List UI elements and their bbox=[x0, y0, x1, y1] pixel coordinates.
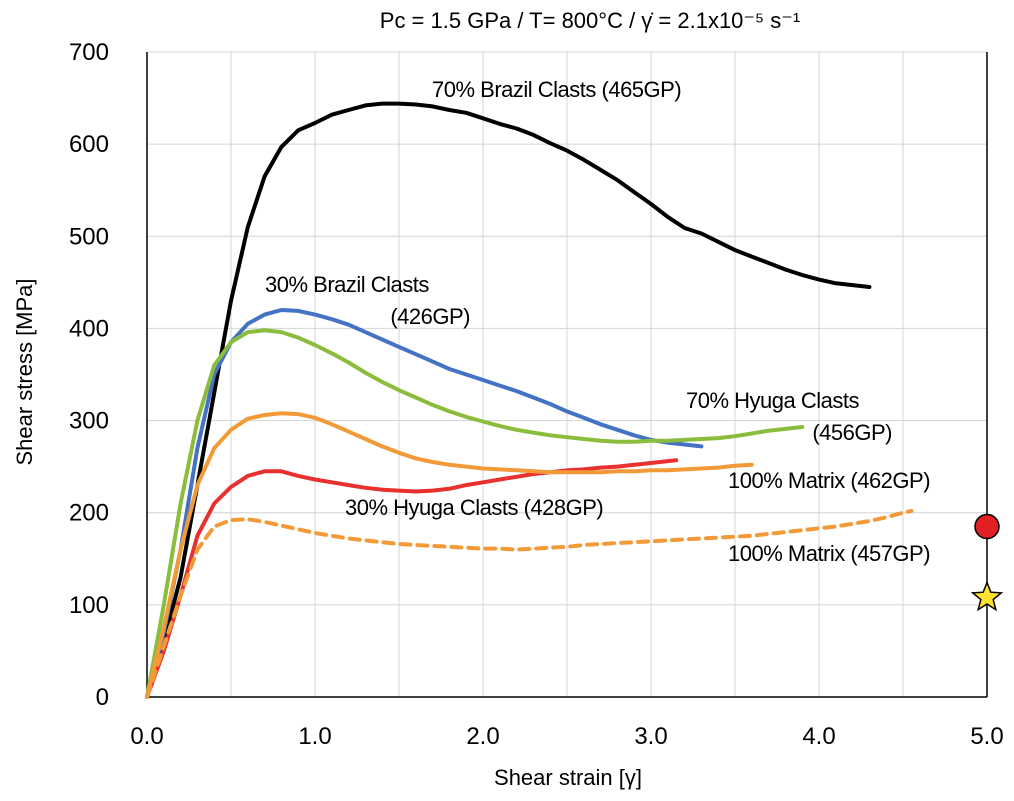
series-line-1 bbox=[145, 101, 872, 699]
series-line-6 bbox=[145, 508, 914, 699]
y-tick-label: 600 bbox=[69, 131, 109, 158]
y-tick-label: 100 bbox=[69, 592, 109, 619]
y-tick-label: 200 bbox=[69, 500, 109, 527]
series-label-6: 100% Matrix (457GP) bbox=[728, 541, 930, 566]
y-tick-label: 400 bbox=[69, 315, 109, 342]
series-label-2: (426GP) bbox=[390, 304, 470, 329]
y-axis-label: Shear stress [MPa] bbox=[12, 278, 37, 465]
x-tick-label: 0.0 bbox=[130, 723, 163, 750]
series-label-4: 30% Hyuga Clasts (428GP) bbox=[345, 495, 603, 520]
y-tick-label: 700 bbox=[69, 39, 109, 66]
markers bbox=[970, 513, 1004, 612]
series-label-1: 70% Brazil Clasts (465GP) bbox=[432, 77, 681, 102]
star-marker bbox=[970, 580, 1004, 612]
series-label-5: 100% Matrix (462GP) bbox=[728, 468, 930, 493]
series-labels: 70% Brazil Clasts (465GP) 30% Brazil Clas… bbox=[265, 77, 931, 566]
chart-title: Pc = 1.5 GPa / T= 800°C / γ̇ = 2.1x10⁻⁵ … bbox=[380, 8, 800, 33]
tick-labels: 0 100 200 300 400 500 600 700 0.0 1.0 2.0 3.0 4.0 5.0 bbox=[69, 39, 1004, 750]
series-line-5 bbox=[145, 411, 754, 699]
x-tick-label: 3.0 bbox=[634, 723, 667, 750]
series-label-3: (456GP) bbox=[812, 420, 892, 445]
y-tick-label: 500 bbox=[69, 223, 109, 250]
series-line-3 bbox=[145, 328, 805, 699]
series-line-2 bbox=[145, 308, 704, 699]
x-axis-label: Shear strain [γ] bbox=[494, 765, 642, 790]
x-tick-label: 4.0 bbox=[802, 723, 835, 750]
x-tick-label: 5.0 bbox=[970, 723, 1003, 750]
series-lines bbox=[145, 101, 914, 699]
y-tick-label: 0 bbox=[96, 684, 109, 711]
series-line-4 bbox=[145, 458, 679, 699]
series-label-3: 70% Hyuga Clasts bbox=[686, 388, 859, 413]
y-tick-label: 300 bbox=[69, 408, 109, 435]
x-tick-label: 1.0 bbox=[298, 723, 331, 750]
series-label-2: 30% Brazil Clasts bbox=[265, 272, 429, 297]
circle-marker bbox=[974, 513, 1000, 540]
x-tick-label: 2.0 bbox=[466, 723, 499, 750]
